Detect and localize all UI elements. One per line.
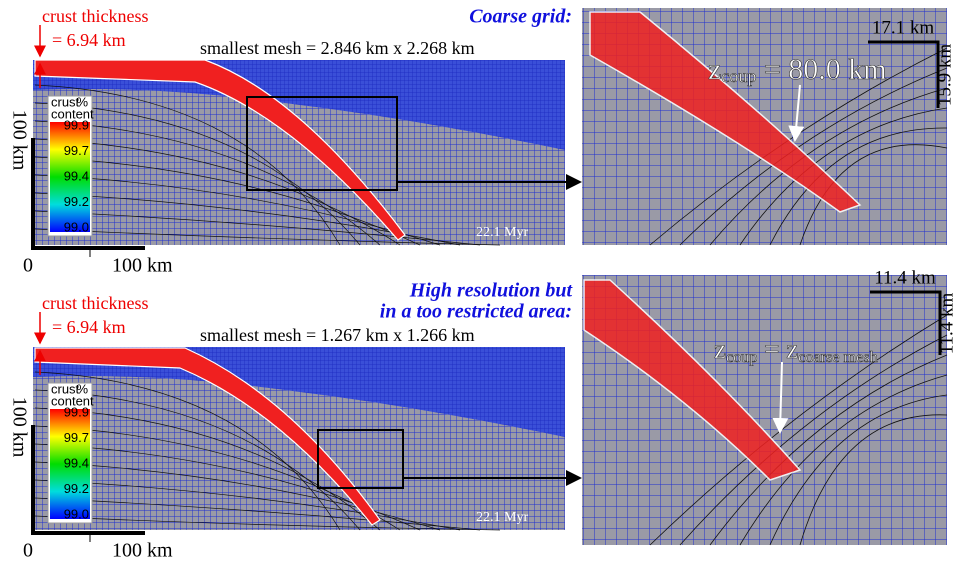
zoom-caption: in a too restricted area: xyxy=(380,301,572,323)
legend-unit: % xyxy=(76,94,88,109)
legend-title: crust xyxy=(51,94,80,109)
zoom-scale-v: 15.9 km xyxy=(934,44,955,107)
zoom-scale-h: 17.1 km xyxy=(872,17,935,38)
dense-mesh-region xyxy=(33,60,565,150)
mesh-label: smallest mesh = 1.267 km x 1.266 km xyxy=(200,325,475,345)
scale-bar xyxy=(31,425,145,535)
streamline xyxy=(739,107,948,246)
scale-vertical: 100 km xyxy=(8,397,30,458)
streamline xyxy=(34,228,501,246)
crust-band xyxy=(34,347,381,526)
scale-x1: 100 km xyxy=(112,255,173,277)
streamline xyxy=(679,67,948,246)
z-coup-label: zcoup = 80.0 km xyxy=(708,53,887,86)
colorbar-label: 99.0 xyxy=(64,506,89,521)
crust-band xyxy=(589,11,862,213)
colorbar-label: 99.9 xyxy=(64,117,89,132)
z-equals: = xyxy=(756,53,788,86)
streamline xyxy=(769,127,948,246)
time-label: 22.1 Myr xyxy=(476,510,528,525)
streamline xyxy=(34,479,461,531)
streamline xyxy=(739,374,948,546)
streamline xyxy=(799,144,948,246)
dense-mesh-region xyxy=(33,347,565,437)
scale-bar xyxy=(31,138,145,250)
z-equals: = xyxy=(757,334,786,364)
zoom-scale-h: 11.4 km xyxy=(874,267,936,288)
crust-value: = 6.94 km xyxy=(52,30,126,50)
colorbar-label: 99.7 xyxy=(64,143,89,158)
scale-vertical: 100 km xyxy=(8,110,30,171)
scale-x0: 0 xyxy=(23,255,33,277)
zoom-box xyxy=(246,96,398,191)
time-label: 22.1 Myr xyxy=(476,225,528,240)
legend-title2: content xyxy=(51,106,94,121)
zoom-scale-bar xyxy=(868,40,940,108)
z-value: z xyxy=(786,334,798,364)
colorbar-label: 99.9 xyxy=(64,404,89,419)
zoom-caption: High resolution but xyxy=(409,280,574,302)
streamline xyxy=(34,461,441,531)
zoom-box xyxy=(317,429,404,489)
crust-band xyxy=(583,279,802,481)
zoom-scale-v: 11.4 km xyxy=(936,292,956,354)
scale-x1: 100 km xyxy=(112,540,173,562)
streamline xyxy=(34,515,501,531)
z-value: 80.0 km xyxy=(788,53,886,86)
colorbar-label: 99.7 xyxy=(64,430,89,445)
streamline xyxy=(34,84,341,246)
z-value-subscript: coarse mesh xyxy=(798,348,878,366)
colorbar-label: 99.4 xyxy=(64,168,89,183)
colorbar xyxy=(50,409,90,519)
streamline xyxy=(34,497,481,531)
z-coup-arrow xyxy=(788,84,805,142)
colorbar-label: 99.2 xyxy=(64,194,89,209)
streamline xyxy=(769,394,948,546)
streamline xyxy=(709,354,948,546)
colorbar xyxy=(50,122,90,232)
colorbar-label: 99.2 xyxy=(64,481,89,496)
z-subscript: coup xyxy=(721,66,756,86)
crust-band xyxy=(34,59,406,241)
z-symbol: z xyxy=(714,334,726,364)
streamline xyxy=(799,414,948,546)
streamline xyxy=(709,87,948,246)
z-coup-arrow xyxy=(772,361,789,434)
streamline xyxy=(679,334,948,546)
legend-unit: % xyxy=(76,381,88,396)
mesh-label: smallest mesh = 2.846 km x 2.268 km xyxy=(200,38,475,58)
z-coup-label: zcoup = zcoarse mesh xyxy=(714,334,878,366)
zoom-scale-bar xyxy=(870,290,942,355)
crust-value: = 6.94 km xyxy=(52,317,126,337)
streamline xyxy=(34,210,481,246)
streamline xyxy=(649,314,948,546)
legend-title: crust xyxy=(51,381,80,396)
z-subscript: coup xyxy=(726,348,757,366)
colorbar-label: 99.4 xyxy=(64,455,89,470)
crust-label: crust thickness xyxy=(42,6,148,26)
scale-x0: 0 xyxy=(23,540,33,562)
streamline xyxy=(34,371,341,531)
crust-label: crust thickness xyxy=(42,293,148,313)
z-symbol: z xyxy=(708,53,721,86)
zoom-caption: Coarse grid: xyxy=(469,6,572,28)
legend-title2: content xyxy=(51,393,94,408)
colorbar-label: 99.0 xyxy=(64,219,89,234)
